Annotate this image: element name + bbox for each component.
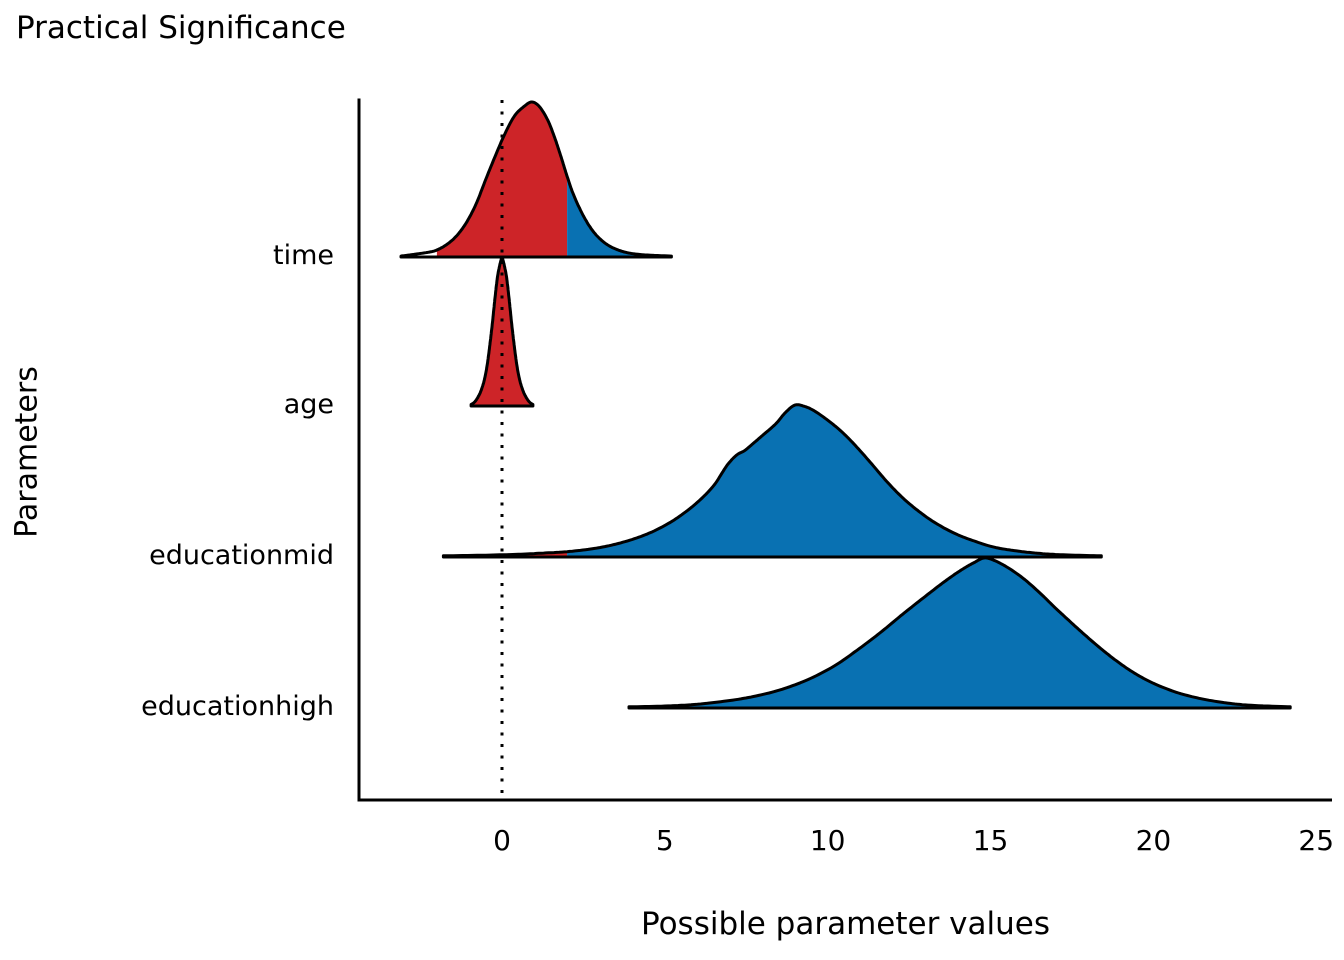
row-label-age: age [283, 389, 334, 420]
x-tick-label-10: 10 [809, 824, 846, 857]
x-tick-label-15: 15 [972, 824, 1009, 857]
x-tick-label-20: 20 [1135, 824, 1172, 857]
density-outline-educationhigh [627, 556, 1292, 710]
row-label-educationhigh: educationhigh [141, 691, 334, 722]
density-outline-educationmid [441, 403, 1103, 559]
x-axis-label: Possible parameter values [640, 906, 1051, 942]
density-fill-time-significant [567, 176, 672, 257]
density-outline-time [399, 100, 673, 259]
row-label-time: time [272, 240, 334, 271]
density-fill-educationhigh-significant [629, 557, 1291, 708]
row-label-educationmid: educationmid [149, 540, 334, 571]
density-fill-educationmid-significant [567, 404, 1102, 557]
x-tick-label-25: 25 [1298, 824, 1335, 857]
x-tick-label-0: 0 [493, 824, 511, 857]
density-outline-age [469, 256, 535, 408]
chart-title: Practical Significance [16, 10, 346, 46]
x-tick-label-5: 5 [655, 824, 674, 857]
